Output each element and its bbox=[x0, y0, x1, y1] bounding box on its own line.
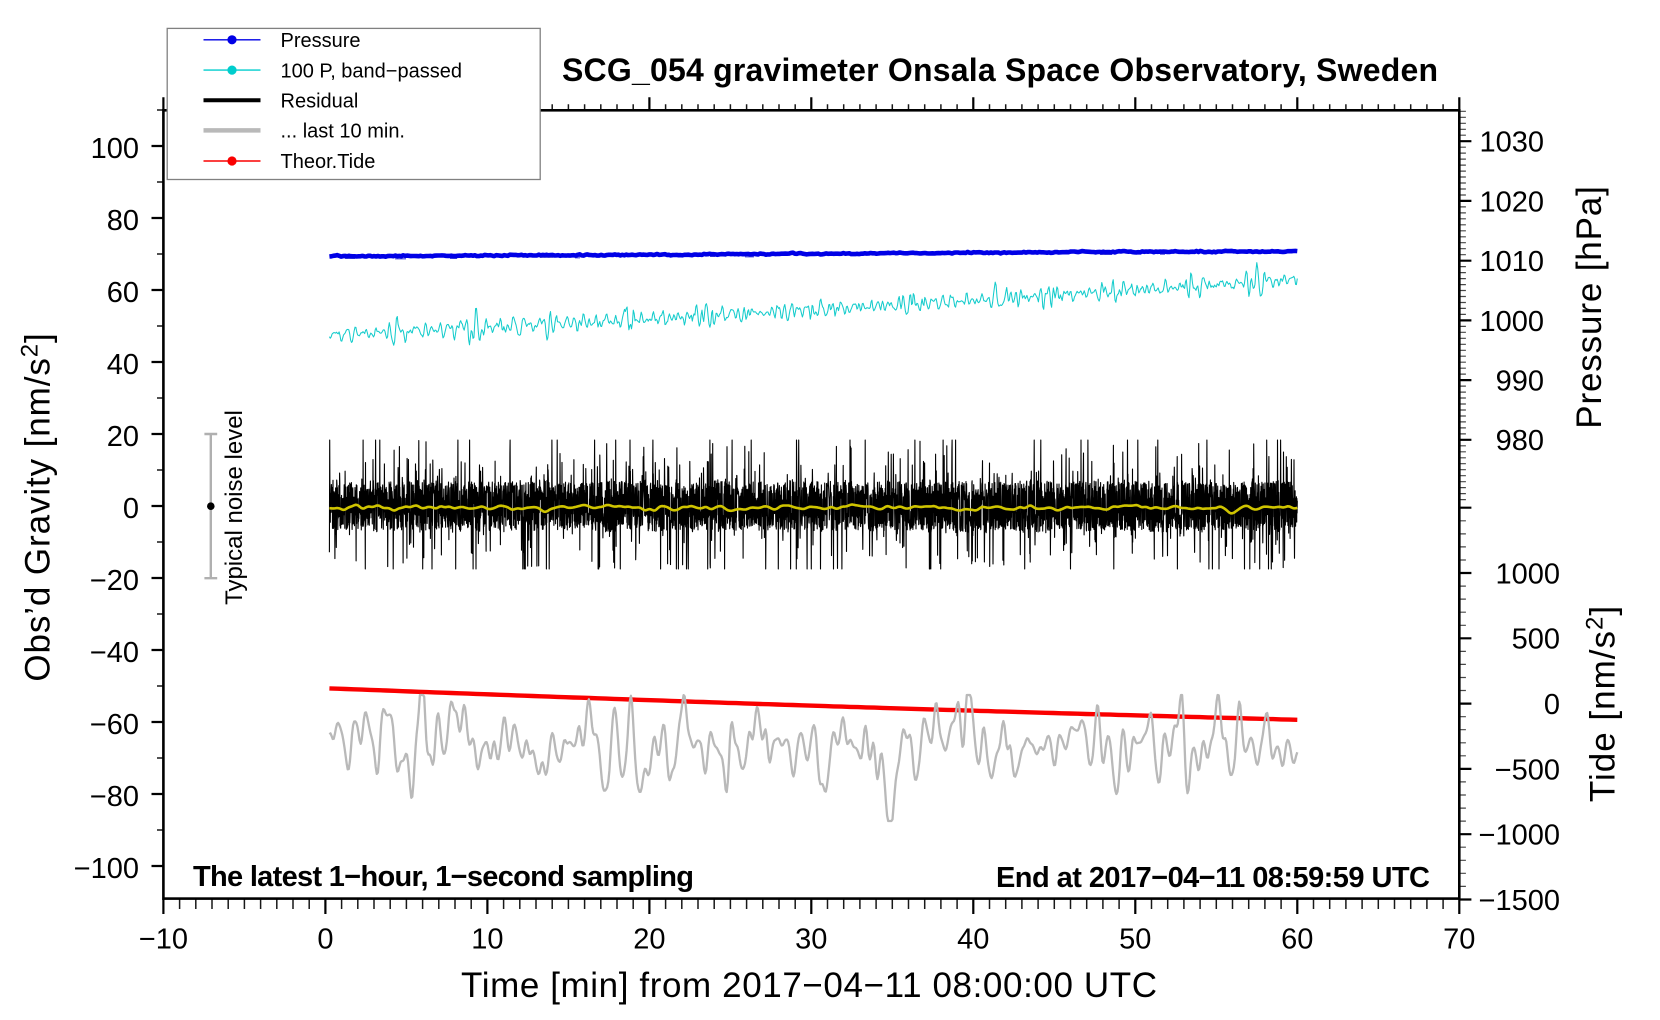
svg-text:60: 60 bbox=[1281, 924, 1313, 956]
svg-text:1000: 1000 bbox=[1479, 306, 1544, 338]
svg-text:0: 0 bbox=[123, 493, 139, 525]
svg-text:−10: −10 bbox=[139, 924, 188, 956]
svg-text:Pressure [hPa]: Pressure [hPa] bbox=[1570, 185, 1609, 428]
svg-text:980: 980 bbox=[1496, 425, 1544, 457]
svg-text:60: 60 bbox=[107, 277, 139, 309]
svg-text:Tide [nm/s2]: Tide [nm/s2] bbox=[1582, 605, 1623, 802]
svg-text:Obs’d Gravity [nm/s2]: Obs’d Gravity [nm/s2] bbox=[17, 332, 58, 681]
svg-text:20: 20 bbox=[633, 924, 665, 956]
svg-text:End at 2017−04−11 08:59:59 UTC: End at 2017−04−11 08:59:59 UTC bbox=[996, 862, 1430, 894]
svg-text:100: 100 bbox=[91, 133, 139, 165]
svg-text:−60: −60 bbox=[90, 709, 139, 741]
svg-text:1020: 1020 bbox=[1479, 186, 1544, 218]
svg-text:−1500: −1500 bbox=[1479, 885, 1560, 917]
svg-text:−1000: −1000 bbox=[1479, 820, 1560, 852]
svg-text:1010: 1010 bbox=[1479, 246, 1544, 278]
svg-text:−40: −40 bbox=[90, 637, 139, 669]
svg-text:The latest 1−hour, 1−second sa: The latest 1−hour, 1−second sampling bbox=[193, 861, 694, 893]
svg-text:Typical noise level: Typical noise level bbox=[221, 410, 248, 605]
svg-text:40: 40 bbox=[957, 924, 989, 956]
svg-text:Time [min] from 2017−04−11 08:: Time [min] from 2017−04−11 08:00:00 UTC bbox=[461, 966, 1157, 1005]
svg-text:50: 50 bbox=[1119, 924, 1151, 956]
svg-text:... last 10 min.: ... last 10 min. bbox=[281, 121, 406, 143]
svg-text:1030: 1030 bbox=[1479, 127, 1544, 159]
svg-text:1000: 1000 bbox=[1495, 558, 1560, 590]
svg-text:30: 30 bbox=[795, 924, 827, 956]
svg-text:40: 40 bbox=[107, 349, 139, 381]
svg-text:−500: −500 bbox=[1495, 754, 1560, 786]
svg-text:SCG_054 gravimeter Onsala Spac: SCG_054 gravimeter Onsala Space Observat… bbox=[562, 52, 1438, 88]
svg-text:70: 70 bbox=[1443, 924, 1475, 956]
svg-text:0: 0 bbox=[1544, 689, 1560, 721]
svg-text:20: 20 bbox=[107, 421, 139, 453]
svg-text:500: 500 bbox=[1512, 624, 1560, 656]
svg-text:−80: −80 bbox=[90, 781, 139, 813]
svg-text:Pressure: Pressure bbox=[281, 30, 361, 52]
svg-text:−100: −100 bbox=[74, 853, 139, 885]
svg-text:100 P, band−passed: 100 P, band−passed bbox=[281, 60, 462, 82]
svg-text:10: 10 bbox=[471, 924, 503, 956]
svg-text:Residual: Residual bbox=[281, 90, 359, 112]
svg-text:−20: −20 bbox=[90, 565, 139, 597]
svg-text:990: 990 bbox=[1496, 366, 1544, 398]
svg-text:80: 80 bbox=[107, 205, 139, 237]
svg-text:0: 0 bbox=[317, 924, 333, 956]
svg-text:Theor.Tide: Theor.Tide bbox=[281, 151, 376, 173]
